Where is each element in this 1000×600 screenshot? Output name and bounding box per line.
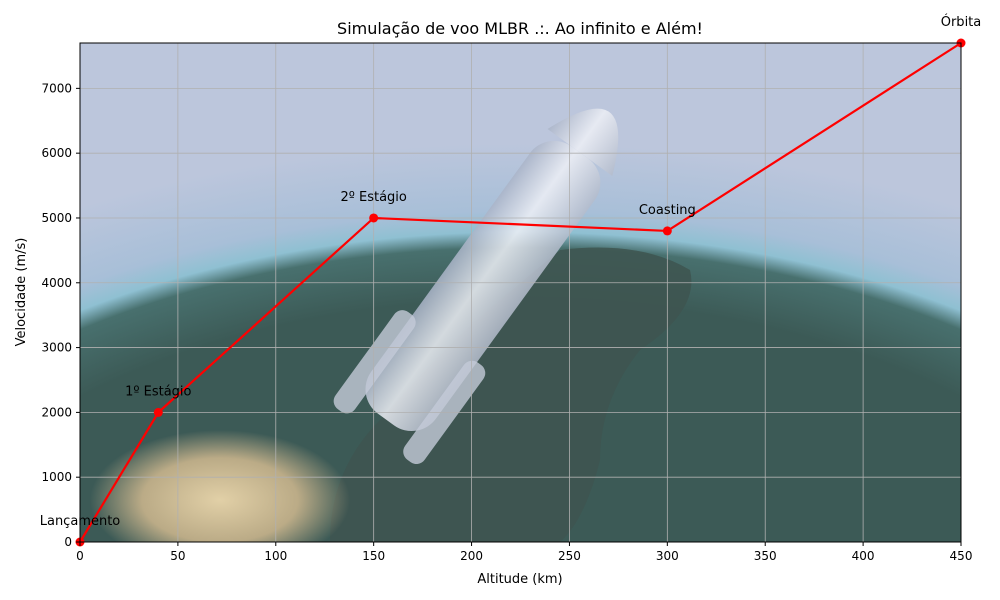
data-point (153, 407, 163, 417)
y-tick-label: 2000 (41, 405, 72, 419)
y-tick-label: 5000 (41, 211, 72, 225)
y-tick-label: 0 (64, 535, 72, 549)
y-tick-label: 3000 (41, 341, 72, 355)
x-axis: 0 50 100 150 200 250 300 350 400 450 (76, 542, 972, 563)
x-tick-label: 100 (264, 549, 287, 563)
y-tick-label: 7000 (41, 81, 72, 95)
x-tick-label: 400 (852, 549, 875, 563)
x-tick-label: 150 (362, 549, 385, 563)
annotation-label: 1º Estágio (125, 384, 191, 399)
plot-frame (79, 42, 962, 543)
annotation-label: Órbita (941, 14, 982, 30)
data-point (369, 213, 379, 223)
x-tick-label: 450 (950, 549, 973, 563)
y-tick-label: 4000 (41, 276, 72, 290)
x-tick-label: 50 (170, 549, 185, 563)
y-tick-label: 6000 (41, 146, 72, 160)
x-tick-label: 0 (76, 549, 84, 563)
y-axis: 0 1000 2000 3000 4000 5000 6000 7000 (41, 81, 80, 549)
y-axis-label: Velocidade (m/s) (14, 238, 29, 347)
x-axis-label: Altitude (km) (477, 572, 562, 587)
background-image (80, 43, 961, 542)
annotation-label: Coasting (639, 203, 696, 218)
series-line (75, 38, 966, 547)
data-point (662, 226, 672, 236)
chart-title: Simulação de voo MLBR .:. Ao infinito e … (337, 19, 703, 38)
x-tick-label: 250 (558, 549, 581, 563)
annotation-label: 2º Estágio (340, 190, 406, 205)
y-tick-label: 1000 (41, 470, 72, 484)
x-tick-label: 350 (754, 549, 777, 563)
x-tick-label: 300 (656, 549, 679, 563)
x-tick-label: 200 (460, 549, 483, 563)
